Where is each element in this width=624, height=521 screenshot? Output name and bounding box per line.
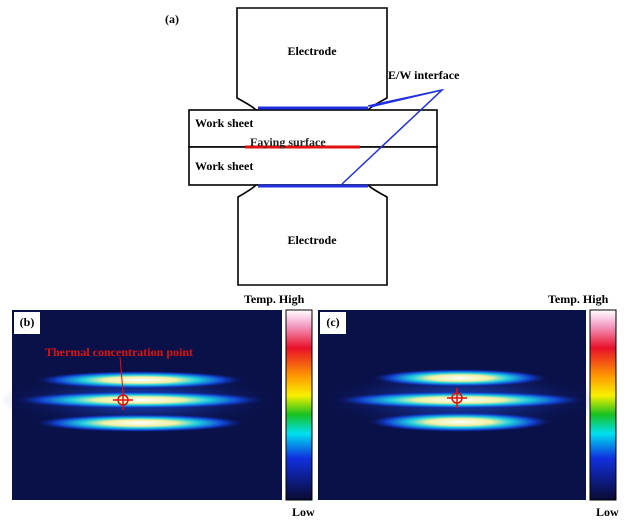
electrode-label: Electrode (287, 44, 337, 58)
annotation: Thermal concentration point (45, 345, 193, 359)
electrode (237, 8, 387, 110)
scale-low: Low (596, 505, 619, 519)
panel-label: (a) (165, 12, 179, 26)
electrode-label: Electrode (287, 233, 337, 247)
heat-band (35, 414, 245, 432)
scale-high: Temp. High (548, 292, 609, 306)
panel-label: (c) (326, 315, 339, 329)
figure: (a) Electrode Electrode E/W interface Wo… (0, 0, 624, 521)
sheet-label: Work sheet (195, 159, 253, 173)
faying-label: Faying surface (250, 135, 326, 149)
heat-band (368, 412, 552, 432)
heat-band (35, 371, 245, 389)
panel-c: (c) Temp. High Low (318, 292, 619, 519)
scale-high: Temp. High (244, 292, 305, 306)
panel-label: (b) (20, 315, 35, 329)
sheet-label: Work sheet (195, 116, 253, 130)
panel-a: (a) Electrode Electrode E/W interface Wo… (165, 8, 460, 285)
color-bar (286, 310, 312, 500)
scale-low: Low (292, 505, 315, 519)
panel-b: (b) Thermal concentration point Temp. Hi… (0, 292, 315, 519)
interface-label: E/W interface (388, 68, 460, 82)
heat-band (372, 369, 548, 387)
color-bar (590, 310, 616, 500)
heat-band (15, 391, 265, 409)
